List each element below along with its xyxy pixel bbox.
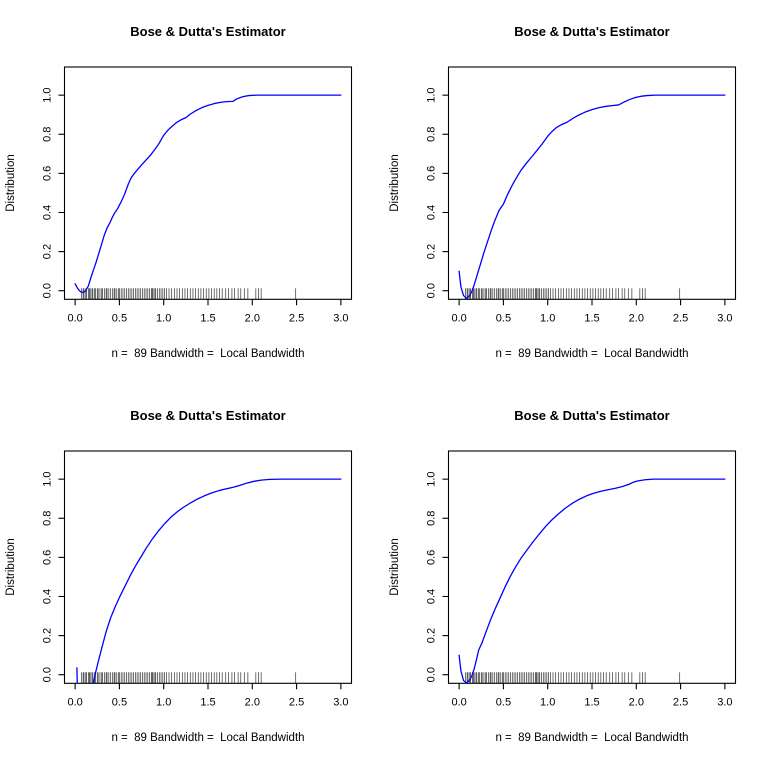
plot-box: [447, 66, 737, 300]
y-tick-label: 0.2: [42, 628, 54, 643]
x-tick-label: 2.0: [629, 313, 644, 325]
plot-area-top-left: Distribution 0.0 0.5 1.0 1.5 2.0 2.5 3.0 0.0 0.2…: [5, 66, 353, 325]
x-tick-label: 0.0: [67, 313, 82, 325]
x-tick-label: 0.0: [67, 697, 82, 709]
y-tick-label: 0.8: [42, 127, 54, 142]
x-tick-label: 0.5: [112, 697, 127, 709]
plot-generated: 0.0 0.5 1.0 1.5 2.0 2.5 3.0 0.0 0.2 0.4 0.6 0.8 1.0: [42, 66, 353, 325]
y-axis: 0.0 0.2 0.4 0.6 0.8 1.0: [42, 88, 65, 298]
x-tick-label: 1.5: [584, 697, 599, 709]
x-tick-label: 1.5: [200, 697, 215, 709]
panel-bottom-right: Bose & Dutta's Estimator Distribution 0.…: [384, 384, 768, 768]
x-tick-label: 1.0: [540, 313, 555, 325]
x-tick-label: 0.5: [496, 697, 511, 709]
x-tick-label: 0.0: [451, 313, 466, 325]
plot-area-bottom-left: Distribution 0.0 0.5 1.0 1.5 2.0 2.5 3.0 0.0 0.2…: [5, 450, 353, 709]
y-tick-label: 0.0: [42, 667, 54, 682]
y-tick-label: 0.2: [426, 628, 438, 643]
y-tick-label: 0.2: [426, 244, 438, 259]
x-tick-label: 3.0: [333, 313, 348, 325]
y-tick-label: 0.0: [426, 283, 438, 298]
y-tick-label: 1.0: [42, 88, 54, 103]
chart-title: Bose & Dutta's Estimator: [514, 408, 670, 423]
panel-top-right: Bose & Dutta's Estimator Distribution 0.…: [384, 0, 768, 384]
y-tick-label: 0.0: [426, 667, 438, 682]
plot-generated: 0.0 0.5 1.0 1.5 2.0 2.5 3.0 0.0 0.2 0.4 0.6 0.8 1.0: [426, 450, 737, 709]
x-tick-label: 2.5: [289, 313, 304, 325]
y-tick-label: 0.4: [426, 205, 438, 220]
x-tick-label: 1.0: [156, 313, 171, 325]
y-tick-label: 0.6: [42, 166, 54, 181]
rug-marks: [464, 288, 681, 300]
cdf-curve: [458, 94, 726, 299]
x-tick-label: 3.0: [717, 697, 732, 709]
chart-subtitle: n = 89 Bandwidth = Local Bandwidth: [495, 348, 689, 360]
cdf-curve: [76, 478, 342, 684]
x-tick-label: 2.0: [245, 313, 260, 325]
cdf-curve: [74, 94, 342, 294]
x-axis: 0.0 0.5 1.0 1.5 2.0 2.5 3.0: [451, 683, 733, 709]
x-tick-label: 2.0: [629, 697, 644, 709]
y-tick-label: 0.6: [426, 166, 438, 181]
chart-title: Bose & Dutta's Estimator: [130, 408, 286, 423]
y-tick-label: 0.4: [42, 205, 54, 220]
y-axis-label: Distribution: [5, 538, 17, 596]
y-tick-label: 0.6: [42, 550, 54, 565]
chart-subtitle: n = 89 Bandwidth = Local Bandwidth: [111, 348, 305, 360]
x-tick-label: 2.5: [673, 313, 688, 325]
plot-generated: 0.0 0.5 1.0 1.5 2.0 2.5 3.0 0.0 0.2 0.4 0.6 0.8 1.0: [42, 450, 353, 709]
plot-box: [63, 66, 353, 300]
y-tick-label: 0.0: [42, 283, 54, 298]
y-axis: 0.0 0.2 0.4 0.6 0.8 1.0: [42, 472, 65, 682]
panel-top-left: Bose & Dutta's Estimator Distribution 0.…: [0, 0, 384, 384]
x-tick-label: 3.0: [717, 313, 732, 325]
rug-marks: [464, 672, 681, 684]
y-tick-label: 1.0: [426, 472, 438, 487]
x-axis: 0.0 0.5 1.0 1.5 2.0 2.5 3.0: [451, 299, 733, 325]
y-axis-label: Distribution: [389, 538, 401, 596]
y-tick-label: 0.8: [426, 511, 438, 526]
y-tick-label: 1.0: [42, 472, 54, 487]
plot-box: [447, 450, 737, 684]
x-tick-label: 1.0: [156, 697, 171, 709]
plot-area-top-right: Distribution 0.0 0.5 1.0 1.5 2.0 2.5 3.0 0.0 0.2…: [389, 66, 737, 325]
rug-marks: [80, 288, 297, 300]
y-tick-label: 1.0: [426, 88, 438, 103]
chart-subtitle: n = 89 Bandwidth = Local Bandwidth: [111, 732, 305, 744]
chart-subtitle: n = 89 Bandwidth = Local Bandwidth: [495, 732, 689, 744]
x-axis: 0.0 0.5 1.0 1.5 2.0 2.5 3.0: [67, 299, 349, 325]
x-tick-label: 1.0: [540, 697, 555, 709]
x-tick-label: 2.0: [245, 697, 260, 709]
plot-area-bottom-right: Distribution 0.0 0.5 1.0 1.5 2.0 2.5 3.0 0.0 0.2…: [389, 450, 737, 709]
plot-generated: 0.0 0.5 1.0 1.5 2.0 2.5 3.0 0.0 0.2 0.4 0.6 0.8 1.0: [426, 66, 737, 325]
chart-title: Bose & Dutta's Estimator: [514, 24, 670, 39]
y-tick-label: 0.2: [42, 244, 54, 259]
x-tick-label: 0.0: [451, 697, 466, 709]
x-tick-label: 0.5: [496, 313, 511, 325]
rug-marks: [80, 672, 297, 684]
y-tick-label: 0.8: [42, 511, 54, 526]
y-axis-label: Distribution: [5, 154, 17, 212]
y-axis: 0.0 0.2 0.4 0.6 0.8 1.0: [426, 88, 449, 298]
chart-title: Bose & Dutta's Estimator: [130, 24, 286, 39]
x-tick-label: 1.5: [584, 313, 599, 325]
y-axis: 0.0 0.2 0.4 0.6 0.8 1.0: [426, 472, 449, 682]
y-tick-label: 0.6: [426, 550, 438, 565]
x-tick-label: 3.0: [333, 697, 348, 709]
y-tick-label: 0.8: [426, 127, 438, 142]
x-tick-label: 0.5: [112, 313, 127, 325]
y-axis-label: Distribution: [389, 154, 401, 212]
x-tick-label: 2.5: [673, 697, 688, 709]
x-tick-label: 1.5: [200, 313, 215, 325]
x-axis: 0.0 0.5 1.0 1.5 2.0 2.5 3.0: [67, 683, 349, 709]
y-tick-label: 0.4: [42, 589, 54, 604]
plot-box: [63, 450, 353, 684]
y-tick-label: 0.4: [426, 589, 438, 604]
panel-bottom-left: Bose & Dutta's Estimator Distribution 0.…: [0, 384, 384, 768]
x-tick-label: 2.5: [289, 697, 304, 709]
cdf-curve: [458, 478, 726, 684]
